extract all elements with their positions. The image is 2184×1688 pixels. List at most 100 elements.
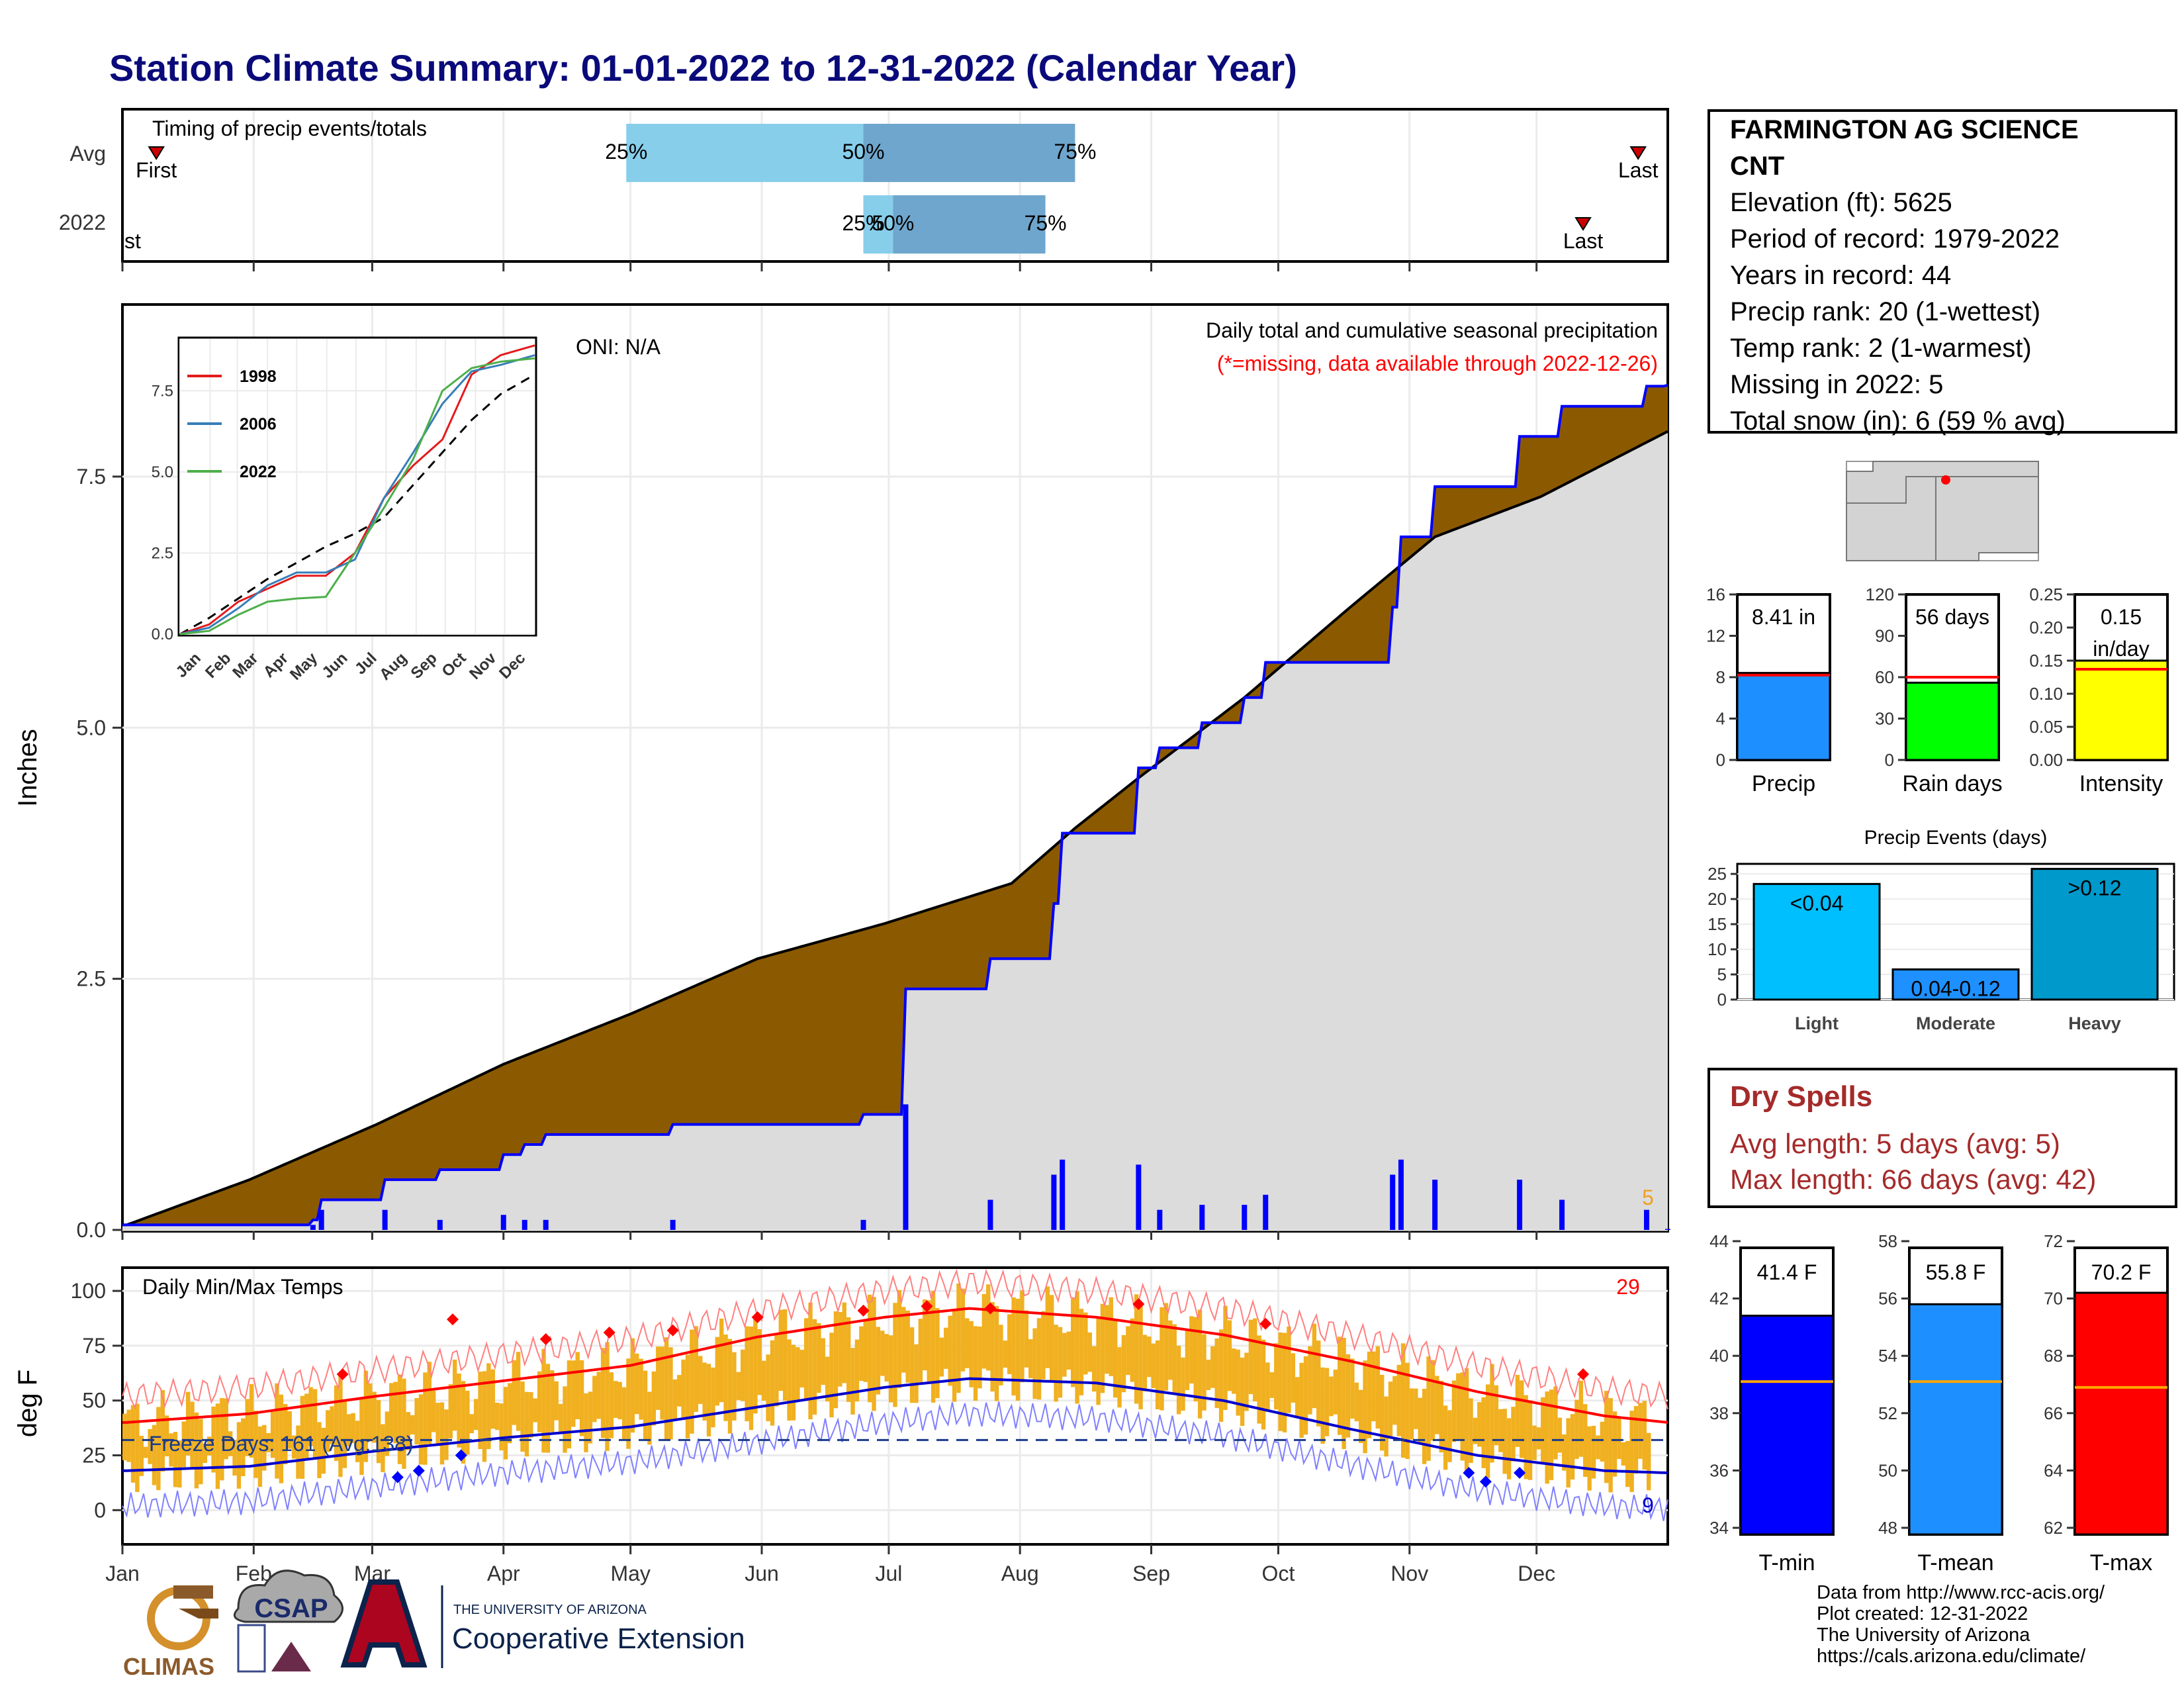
daily-temp-bar [1054, 1325, 1058, 1402]
daily-temp-bar [1320, 1367, 1325, 1444]
daily-temp-bar [1210, 1346, 1215, 1388]
mini-bar-label: Rain days [1902, 771, 2002, 796]
daily-temp-bar [1130, 1318, 1134, 1382]
daily-temp-bar [702, 1362, 707, 1421]
daily-temp-bar [630, 1338, 635, 1433]
daily-temp-bar [164, 1415, 169, 1457]
daily-temp-bar [173, 1432, 178, 1487]
daily-temp-bar [1553, 1386, 1558, 1460]
events-bar-heavy [2030, 868, 2159, 1001]
daily-temp-bar [1384, 1396, 1388, 1457]
mini-bar-tick: 4 [1716, 709, 1725, 729]
temp-bar-tick: 64 [2044, 1460, 2063, 1480]
daily-temp-bar [584, 1393, 588, 1452]
daily-temp-bar [1197, 1309, 1203, 1419]
daily-temp-bar [516, 1352, 521, 1431]
daily-temp-bar [432, 1390, 436, 1432]
daily-temp-bar [677, 1375, 682, 1407]
daily-temp-bar [1269, 1372, 1275, 1398]
temp-ytick: 75 [82, 1334, 106, 1358]
daily-temp-bar [1629, 1411, 1634, 1492]
record-max-line [122, 1268, 1668, 1410]
daily-temp-bar [1333, 1369, 1338, 1415]
daily-temp-bar [1338, 1336, 1342, 1435]
daily-temp-bar [1291, 1353, 1296, 1403]
daily-temp-bar [1541, 1397, 1545, 1464]
daily-temp-bar [1011, 1297, 1016, 1396]
temp-title: Daily Min/Max Temps [142, 1275, 343, 1299]
daily-temp-bar [152, 1425, 157, 1485]
daily-temp-bar [312, 1389, 318, 1460]
daily-temp-bar [1147, 1336, 1152, 1378]
daily-temp-bar [1532, 1425, 1537, 1460]
daily-temp-bar [766, 1354, 770, 1421]
daily-temp-bar [1596, 1435, 1600, 1460]
daily-temp-bar [842, 1302, 846, 1383]
daily-temp-bar [452, 1359, 457, 1431]
daily-temp-bar [660, 1346, 664, 1420]
daily-temp-bar [897, 1289, 902, 1388]
daily-temp-bar [753, 1317, 758, 1414]
dry-spells-avg: Avg length: 5 days (avg: 5) [1730, 1128, 2060, 1159]
mini-bar-tick: 0.10 [2029, 684, 2063, 704]
daily-temp-bar [571, 1360, 576, 1427]
temp-bar-tick: 70 [2044, 1289, 2063, 1309]
daily-temp-bar [931, 1291, 936, 1403]
daily-temp-bar [270, 1411, 275, 1458]
daily-temp-bar [397, 1374, 402, 1464]
daily-temp-bar [672, 1379, 678, 1419]
temp-bar-value: 41.4 F [1757, 1260, 1817, 1284]
events-bar-light [1752, 882, 1881, 1001]
daily-temp-bar [965, 1318, 970, 1368]
temp-bar-fill [1908, 1303, 2003, 1536]
daily-temp-bar [1299, 1362, 1304, 1438]
daily-temp-bar [1511, 1407, 1516, 1462]
daily-temp-bar [1312, 1323, 1317, 1409]
daily-temp-bar [287, 1411, 292, 1449]
mini-bar-fill [2073, 659, 2169, 761]
daily-temp-bar [749, 1327, 754, 1430]
daily-temp-bar [905, 1310, 910, 1383]
daily-temp-bar [1506, 1418, 1512, 1479]
record-low-marker [1479, 1476, 1492, 1488]
daily-temp-bar [833, 1311, 839, 1409]
record-low-marker [1463, 1467, 1475, 1479]
daily-precip-bar [1136, 1164, 1142, 1230]
daily-temp-bar [245, 1399, 250, 1456]
daily-temp-bar [194, 1412, 199, 1489]
inset-ytick: 2.5 [152, 544, 173, 562]
daily-temp-bar [1189, 1316, 1194, 1383]
daily-temp-bar [1451, 1380, 1457, 1442]
daily-temp-bar [1375, 1346, 1380, 1429]
record-low-marker [1514, 1467, 1526, 1479]
daily-temp-bar [541, 1348, 546, 1453]
daily-temp-bar [948, 1315, 952, 1386]
mini-bar-fill [1736, 672, 1831, 761]
temp-bar-tick: 68 [2044, 1346, 2063, 1366]
daily-precip-bar [318, 1209, 324, 1230]
daily-temp-bar [1020, 1290, 1024, 1383]
temp-bar-tick: 50 [1878, 1460, 1897, 1480]
daily-temp-bar [1113, 1319, 1118, 1398]
daily-temp-bar [130, 1405, 136, 1483]
daily-temp-bar [435, 1403, 440, 1446]
daily-temp-bar [1426, 1356, 1431, 1461]
precip-title: Daily total and cumulative seasonal prec… [1206, 318, 1658, 342]
legend-2006: 2006 [240, 415, 277, 434]
temp-bar-label: T-max [2090, 1550, 2152, 1575]
daily-temp-bar [465, 1390, 470, 1455]
temp-bar-tick: 54 [1878, 1346, 1897, 1366]
daily-temp-bar [1388, 1382, 1393, 1439]
daily-temp-bar [1274, 1343, 1279, 1410]
daily-temp-bar [402, 1378, 406, 1469]
month-tick-jul: Jul [875, 1562, 902, 1585]
daily-temp-bar [681, 1359, 686, 1421]
daily-temp-bar [1062, 1333, 1067, 1377]
y2022-first-label: st [124, 229, 141, 253]
daily-temp-bar [414, 1398, 419, 1445]
temp-bar-fill [1739, 1315, 1835, 1536]
daily-temp-bar [1176, 1346, 1181, 1415]
freeze-label: Freeze Days: 161 (Avg:138) [149, 1432, 414, 1456]
daily-temp-bar [1265, 1362, 1270, 1412]
daily-temp-bar [1600, 1421, 1605, 1462]
